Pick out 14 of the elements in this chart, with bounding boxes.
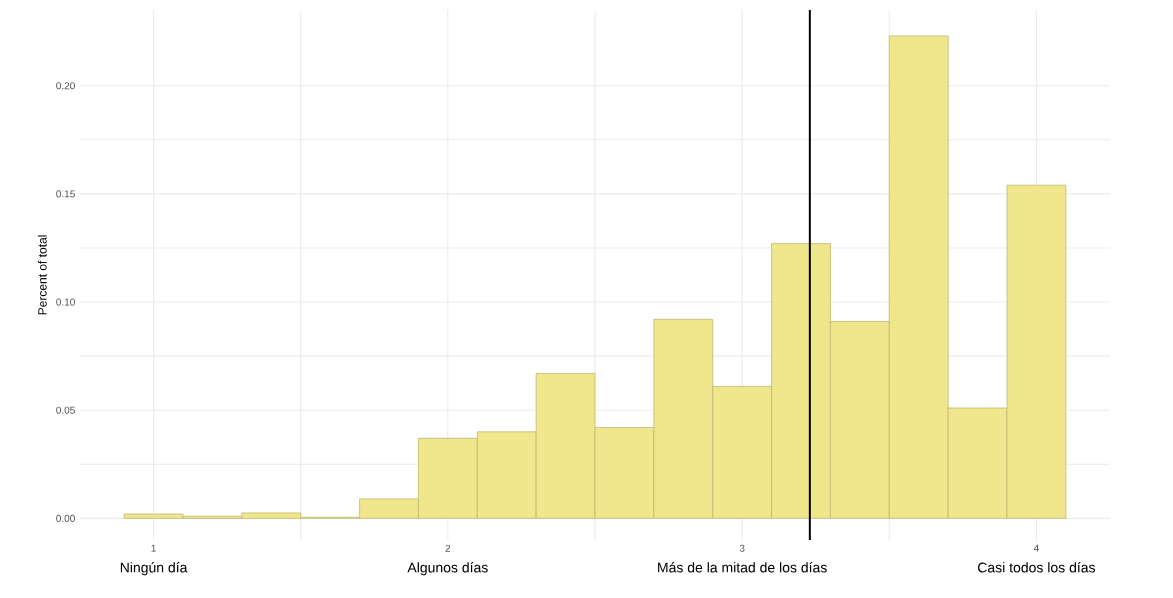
text: Casi todos los días — [978, 562, 1096, 573]
text: Ningún día — [120, 562, 188, 576]
y-tick-label: 0.20 — [56, 82, 75, 90]
y-tick-label: 0.05 — [56, 406, 75, 414]
x-tick-label: 1 — [151, 544, 156, 552]
x-tick-label: 3 — [739, 544, 745, 552]
x-tick-label: 2 — [445, 544, 451, 552]
y-axis-title: Percent of total — [37, 235, 47, 315]
y-tick-label: 0.15 — [56, 190, 75, 198]
y-tick-label: 0.00 — [56, 514, 75, 522]
text: Más de la mitad de los días — [658, 562, 827, 573]
x-tick-label: 4 — [1033, 544, 1039, 552]
text: Algunos días — [407, 562, 488, 576]
y-tick-label: 0.10 — [56, 298, 75, 306]
